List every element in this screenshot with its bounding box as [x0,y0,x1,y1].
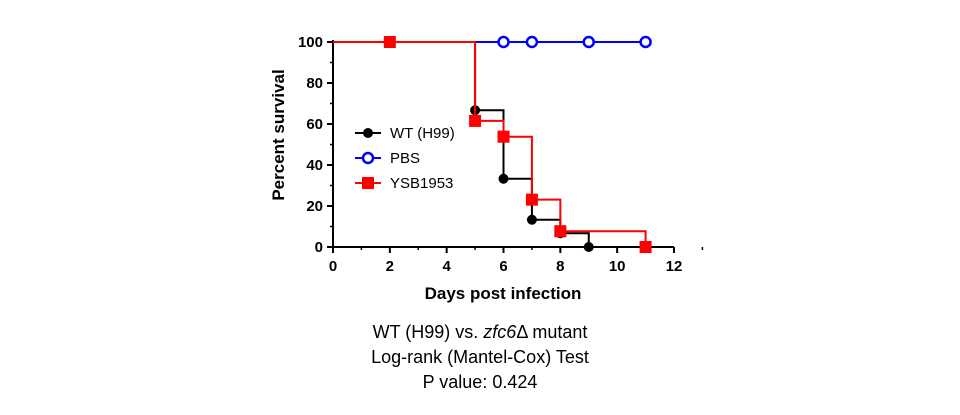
x-tick-label: 0 [329,258,337,275]
data-point-ysb1953 [525,193,538,206]
x-tick-label: 12 [666,258,683,275]
data-point-pbs [639,35,652,49]
y-tick-label: 40 [306,157,323,174]
data-point-pbs [525,35,539,49]
series-line-ysb1953 [333,41,647,247]
data-point-ysb1953 [469,114,482,127]
chart-series [333,35,652,253]
data-point-ysb1953 [639,241,652,253]
chart-legend: WT (H99) PBS YSB1953 [355,125,455,192]
y-axis-title: Percent survival [269,69,288,200]
y-tick-label: 100 [298,34,323,51]
legend-label-ysb1953: YSB1953 [390,175,453,192]
x-tick-label: 6 [499,258,507,275]
data-point-wt-h99 [583,242,594,252]
x-tick-label: 4 [442,258,451,275]
series-wt-h99 [333,41,594,252]
caption-prefix: WT (H99) vs. [372,322,484,342]
data-point-ysb1953 [554,225,567,238]
x-tick-label: 10 [609,258,626,275]
legend-label-pbs: PBS [390,150,420,167]
x-axis-title: Days post infection [425,284,582,303]
series-ysb1953 [333,36,652,253]
legend-marker-wt-h99 [363,128,373,138]
data-point-pbs [497,35,510,49]
data-point-wt-h99 [498,173,509,184]
y-tick-label: 60 [306,116,323,133]
legend-marker-pbs [361,151,375,165]
y-tick-label: 20 [306,198,323,215]
caption-line-3: P value: 0.424 [422,372,538,392]
series-line-wt-h99 [333,41,590,247]
y-tick-label: 0 [315,239,323,256]
legend-marker-ysb1953 [362,177,374,189]
caption-gene: zfc6 [483,322,517,342]
chart-axes: 0 2 4 6 8 10 12 0 20 40 60 80 100 [298,34,704,275]
data-point-ysb1953 [497,130,510,143]
x-tick-label: 8 [556,258,564,275]
legend-label-wt-h99: WT (H99) [390,125,455,142]
y-tick-label: 80 [306,75,323,92]
data-point-wt-h99 [526,214,537,225]
caption-suffix: Δ mutant [516,322,588,342]
data-point-pbs [582,35,595,49]
data-point-ysb1953 [383,36,396,48]
x-tick-label: 2 [386,258,394,275]
caption-line-1: WT (H99) vs. zfc6Δ mutant [0,320,960,345]
caption-line-2: Log-rank (Mantel-Cox) Test [371,347,589,367]
